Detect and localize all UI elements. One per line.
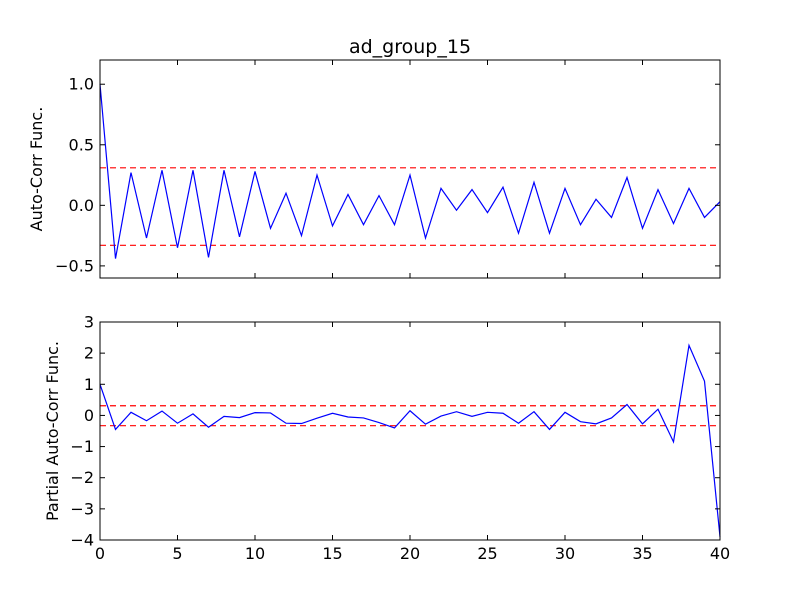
x-tick-label: 10 [245, 544, 265, 563]
y-tick-label: 2 [84, 344, 94, 363]
y-tick-label: 1.0 [69, 75, 94, 94]
y-tick-label: −3 [70, 499, 94, 518]
y-axis-title: Auto-Corr Func. [27, 107, 46, 232]
x-tick-label: 30 [555, 544, 575, 563]
x-tick-label: 35 [632, 544, 652, 563]
y-tick-label: 0.5 [69, 135, 94, 154]
y-tick-label: 1 [84, 375, 94, 394]
y-tick-label: 0 [84, 406, 94, 425]
x-tick-label: 40 [710, 544, 730, 563]
axes-frame [99, 321, 721, 541]
acf-panel: −0.5 0.0 0.5 1.0 Auto-Corr Func. [27, 59, 721, 279]
x-tick-label: 0 [95, 544, 105, 563]
x-tick-label: 25 [477, 544, 497, 563]
figure-title: ad_group_15 [349, 36, 471, 58]
x-tick-label: 15 [322, 544, 342, 563]
series-line-0 [99, 84, 721, 259]
pacf-panel: 0 5 10 15 20 25 30 35 40 −4 −3 −2 −1 0 1 2 3 Partial Auto… [43, 313, 730, 564]
y-tick-label: 3 [84, 313, 94, 332]
y-tick-label: −4 [70, 531, 94, 550]
y-tick-label: −1 [70, 437, 94, 456]
y-tick-label: −2 [70, 468, 94, 487]
y-tick-label: −0.5 [55, 256, 94, 275]
x-tick-label: 20 [400, 544, 420, 563]
series-line-0 [99, 343, 721, 537]
y-tick-label: 0.0 [69, 196, 94, 215]
x-tick-label: 5 [172, 544, 182, 563]
y-axis-title: Partial Auto-Corr Func. [43, 341, 62, 521]
